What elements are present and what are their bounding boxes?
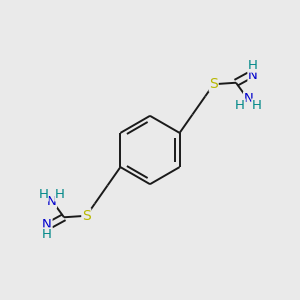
Text: N: N: [244, 92, 253, 105]
Text: H: H: [55, 188, 65, 201]
Text: H: H: [42, 228, 52, 241]
Text: H: H: [248, 59, 258, 72]
Text: S: S: [82, 209, 91, 223]
Text: N: N: [42, 218, 52, 232]
Text: N: N: [47, 195, 56, 208]
Text: H: H: [235, 99, 245, 112]
Text: N: N: [248, 68, 258, 82]
Text: H: H: [252, 99, 262, 112]
Text: H: H: [38, 188, 48, 201]
Text: S: S: [209, 77, 218, 91]
